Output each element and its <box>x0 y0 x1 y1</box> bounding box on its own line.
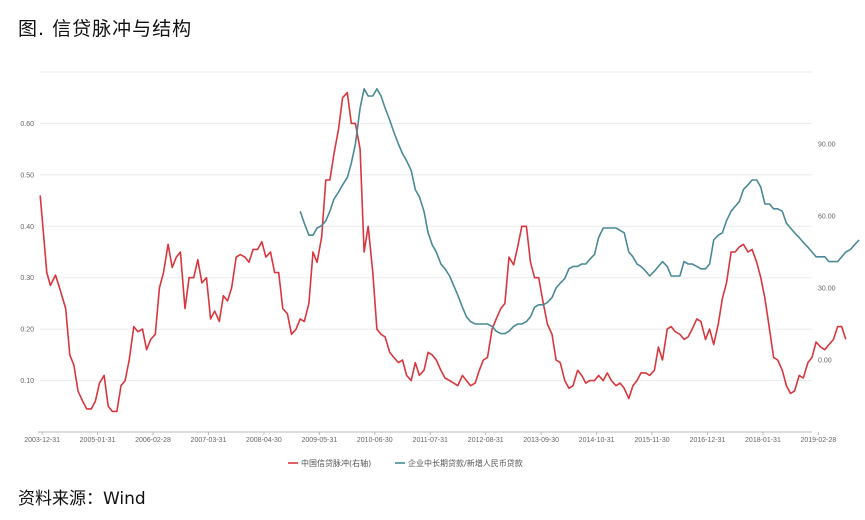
right-tick-label: 60.00 <box>818 214 836 221</box>
right-tick-label: 90.00 <box>818 142 836 149</box>
x-tick-label: 2005-01-31 <box>80 437 116 444</box>
x-tick-label: 2012-08-31 <box>468 437 504 444</box>
x-tick-label: 2003-12-31 <box>24 437 60 444</box>
x-tick-label: 2013-09-30 <box>523 437 559 444</box>
right-tick-label: 0.00 <box>818 358 832 365</box>
left-tick-label: 0.60 <box>20 121 34 128</box>
right-tick-label: 30.00 <box>818 286 836 293</box>
series-lines <box>39 88 860 413</box>
x-tick-label: 2006-02-28 <box>135 437 171 444</box>
source-note: 资料来源：Wind <box>18 489 146 509</box>
series-line-0 <box>39 91 847 413</box>
page-title: 图. 信贷脉冲与结构 <box>18 18 193 40</box>
legend-label-0: 中国信贷脉冲(右轴) <box>301 458 371 468</box>
x-tick-label: 2011-07-31 <box>413 437 448 444</box>
x-tick-label: 2009-05-31 <box>301 437 337 444</box>
x-tick-label: 2018-01-31 <box>745 437 781 444</box>
x-tick-label: 2019-02-28 <box>800 437 836 444</box>
left-tick-label: 0.30 <box>20 275 34 282</box>
left-tick-label: 0.50 <box>20 172 34 179</box>
left-tick-label: 0.20 <box>20 327 34 334</box>
left-tick-label: 0.10 <box>20 378 34 385</box>
left-axis-ticks: 0.10 0.20 0.30 0.40 0.50 0.60 <box>20 121 34 385</box>
chart-grid <box>38 71 812 433</box>
right-axis-ticks: 0.00 30.00 60.00 90.00 <box>818 142 836 365</box>
x-tick-label: 2016-12-31 <box>690 437 726 444</box>
x-tick-label: 2010-06-30 <box>357 437 393 444</box>
x-tick-label: 2014-10-31 <box>579 437 615 444</box>
series-line-1 <box>299 88 860 335</box>
x-tick-label: 2007-03-31 <box>191 437 227 444</box>
legend-label-1: 企业中长期贷款/新增人民币贷款 <box>408 458 523 468</box>
left-tick-label: 0.40 <box>20 224 34 231</box>
chart-legend: 中国信贷脉冲(右轴) 企业中长期贷款/新增人民币贷款 <box>288 458 523 468</box>
x-tick-label: 2008-04-30 <box>246 437 282 444</box>
x-axis-ticks: 2003-12-31 2005-01-31 2006-02-28 2007-03-31… <box>24 432 836 444</box>
x-tick-label: 2015-11-30 <box>634 437 669 444</box>
